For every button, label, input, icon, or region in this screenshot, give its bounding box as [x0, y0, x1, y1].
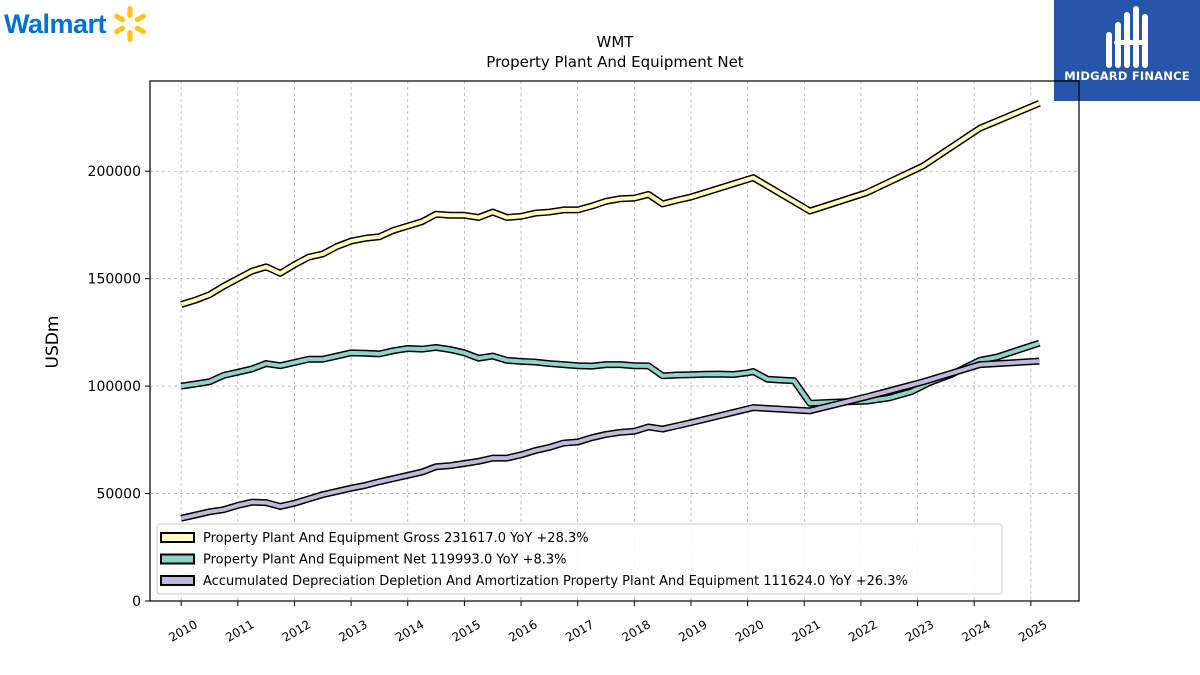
- x-tick-label: 2019: [676, 617, 709, 644]
- y-tick-label: 100000: [88, 379, 141, 395]
- legend-label-1: Property Plant And Equipment Net 119993.…: [203, 553, 567, 568]
- midgard-emblem-icon: [1106, 6, 1148, 68]
- x-tick-label: 2024: [959, 617, 992, 644]
- walmart-logo: Walmart: [4, 4, 150, 44]
- x-tick-label: 2011: [223, 617, 256, 644]
- x-tick-label: 2014: [393, 617, 426, 644]
- series-line-1: [180, 341, 1040, 406]
- series-line-2: [180, 359, 1040, 521]
- legend: Property Plant And Equipment Gross 23161…: [156, 523, 1003, 595]
- legend-swatch-2: [160, 575, 195, 586]
- x-tick-label: 2020: [733, 617, 766, 644]
- x-tick-label: 2022: [846, 617, 879, 644]
- y-axis-label: USDm: [43, 316, 63, 369]
- legend-swatch-1: [160, 553, 195, 565]
- x-tick-label: 2025: [1016, 617, 1049, 644]
- x-tick-label: 2013: [336, 617, 369, 644]
- walmart-spark-icon: [114, 6, 146, 42]
- legend-label-0: Property Plant And Equipment Gross 23161…: [203, 531, 589, 546]
- x-tick-label: 2010: [166, 617, 199, 644]
- x-tick-label: 2023: [903, 617, 936, 644]
- legend-box: [156, 523, 1003, 595]
- series-outline-1: [180, 339, 1041, 407]
- chart-subtitle: Property Plant And Equipment Net: [486, 53, 743, 71]
- midgard-finance-text: MIDGARD FINANCE: [1064, 69, 1190, 83]
- midgard-finance-logo: MIDGARD FINANCE: [1054, 0, 1200, 101]
- series-outline-0: [180, 100, 1041, 308]
- legend-swatch-0: [160, 532, 195, 543]
- plot-frame: [149, 80, 1080, 602]
- walmart-wordmark: Walmart: [4, 8, 107, 39]
- series-lines: [180, 100, 1041, 522]
- series-line-0: [180, 101, 1041, 307]
- x-tick-label: 2018: [620, 617, 653, 644]
- x-tick-label: 2015: [450, 617, 483, 644]
- y-tick-label: 150000: [88, 272, 141, 288]
- chart-title: WMT: [597, 33, 635, 51]
- x-tick-label: 2017: [563, 617, 596, 644]
- legend-label-2: Accumulated Depreciation Depletion And A…: [203, 574, 908, 589]
- x-tick-label: 2012: [280, 617, 313, 644]
- y-tick-label: 0: [132, 594, 141, 610]
- y-tick-label: 200000: [88, 164, 141, 180]
- y-tick-label: 50000: [96, 487, 141, 503]
- x-tick-label: 2021: [790, 617, 823, 644]
- x-tick-label: 2016: [506, 617, 539, 644]
